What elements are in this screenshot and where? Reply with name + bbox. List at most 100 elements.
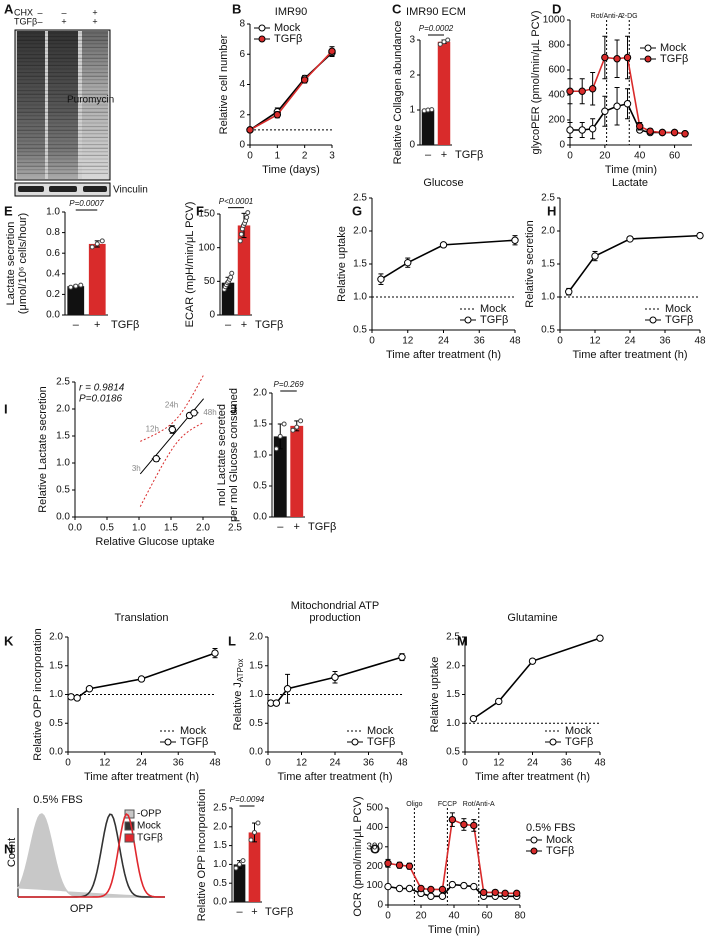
marker xyxy=(658,128,667,137)
y-tick-label: 0.5 xyxy=(49,718,63,729)
stat-label: r = 0.9814 xyxy=(79,383,125,394)
panel-letter: B xyxy=(232,1,241,16)
marker xyxy=(427,892,435,900)
y-tick-label: 50 xyxy=(204,276,216,287)
marker xyxy=(448,880,457,889)
y-tick-label: 100 xyxy=(366,880,383,891)
y-tick-label: 1.0 xyxy=(253,450,267,461)
x-tick-label: 0 xyxy=(65,758,71,769)
category-label: – xyxy=(425,149,432,161)
marker xyxy=(588,85,597,93)
marker xyxy=(511,236,519,244)
legend-label: TGFβ xyxy=(180,736,208,748)
y-axis-label: Relative secretion xyxy=(524,220,536,307)
legend-title: 0.5% FBS xyxy=(526,822,576,834)
y-tick-label: 1.0 xyxy=(353,292,367,303)
bar xyxy=(290,425,304,517)
bar xyxy=(248,832,261,902)
y-axis-label: Relative uptake xyxy=(336,226,348,302)
x-tick-label: 36 xyxy=(173,758,185,769)
y-tick-label: 2 xyxy=(409,70,415,81)
marker xyxy=(395,861,404,869)
x-tick-label: 36 xyxy=(363,758,375,769)
x-tick-label: 0 xyxy=(369,336,375,347)
y-axis-label-text: Lactate secretion xyxy=(5,222,17,306)
x-axis-label: Time (days) xyxy=(262,164,320,176)
panel-letter: N xyxy=(4,841,13,856)
y-tick-label: 1.5 xyxy=(49,660,63,671)
data-point xyxy=(277,433,283,439)
data-point xyxy=(228,274,234,280)
marker xyxy=(469,714,478,723)
data-point xyxy=(152,454,160,463)
marker xyxy=(501,889,509,898)
y-axis-label-text: mol Lactate secreted xyxy=(216,404,228,506)
point-label: 24h xyxy=(165,401,178,410)
y-tick-label: 1.5 xyxy=(353,259,367,270)
data-point xyxy=(168,425,176,434)
legend-label: Mock xyxy=(546,834,573,846)
legend-label: Mock xyxy=(565,725,592,737)
y-tick-label: 0 xyxy=(209,310,215,321)
x-axis-label: Time after treatment (h) xyxy=(386,349,501,361)
marker xyxy=(513,889,521,898)
legend-label: TGFβ xyxy=(546,845,574,857)
x-tick-label: 48 xyxy=(209,758,221,769)
y-axis-label: mol Lactate secreted xyxy=(216,404,228,506)
y-tick-label: 0.4 xyxy=(46,268,60,279)
marker xyxy=(596,634,604,642)
panel-title: Translation xyxy=(114,612,168,624)
data-point xyxy=(298,418,304,424)
category-label: + xyxy=(294,521,300,533)
x-tick-label: 36 xyxy=(474,336,486,347)
y-tick-label: 0.5 xyxy=(56,485,70,496)
x-tick-label: 0 xyxy=(462,758,468,769)
y-tick-label: 2.5 xyxy=(353,193,367,204)
group-label: TGFβ xyxy=(255,319,283,331)
row-label: CHX xyxy=(14,7,33,17)
y-tick-label: 2.0 xyxy=(253,388,267,399)
data-point xyxy=(281,421,287,427)
event-label: FCCP xyxy=(438,801,457,808)
y-tick-label: 150 xyxy=(198,209,215,220)
band-label: Vinculin xyxy=(113,185,148,196)
series-line xyxy=(70,652,216,699)
x-tick-label: 40 xyxy=(448,911,460,922)
blot-lane xyxy=(17,31,45,179)
data-point xyxy=(245,210,251,216)
legend-label: Mock xyxy=(180,725,207,737)
legend-label: Mock xyxy=(480,303,507,315)
panel-letter: H xyxy=(547,203,556,218)
y-tick-label: 0.5 xyxy=(213,878,227,889)
row-value: – xyxy=(37,7,42,17)
bar xyxy=(233,864,246,902)
legend-label: Mock xyxy=(665,303,692,315)
marker xyxy=(681,130,689,138)
panel-letter: F xyxy=(196,203,204,218)
legend-marker xyxy=(164,738,172,746)
marker xyxy=(384,859,392,867)
data-point xyxy=(233,865,239,871)
y-tick-label: 2.0 xyxy=(249,632,263,643)
series-line xyxy=(249,50,333,131)
y-axis-label-subscript: ATPox xyxy=(236,659,245,682)
y-tick-label: 0 xyxy=(559,140,565,151)
event-label: 2-DG xyxy=(621,13,638,20)
category-label: + xyxy=(441,149,447,161)
data-point xyxy=(273,446,279,452)
data-point xyxy=(244,214,250,220)
bar xyxy=(273,436,287,517)
y-tick-label: 0.0 xyxy=(213,897,227,908)
x-axis-label: Time after treatment (h) xyxy=(572,349,687,361)
y-tick-label: 2.0 xyxy=(213,821,227,832)
y-tick-label: 0.0 xyxy=(46,310,60,321)
x-tick-label: 2.5 xyxy=(228,523,242,534)
x-tick-label: 12 xyxy=(296,758,308,769)
bar xyxy=(437,41,451,145)
bar xyxy=(88,243,106,315)
panel-letter: G xyxy=(352,203,362,218)
y-tick-label: 2.0 xyxy=(446,660,460,671)
x-tick-label: 48 xyxy=(594,758,606,769)
marker xyxy=(470,821,478,830)
